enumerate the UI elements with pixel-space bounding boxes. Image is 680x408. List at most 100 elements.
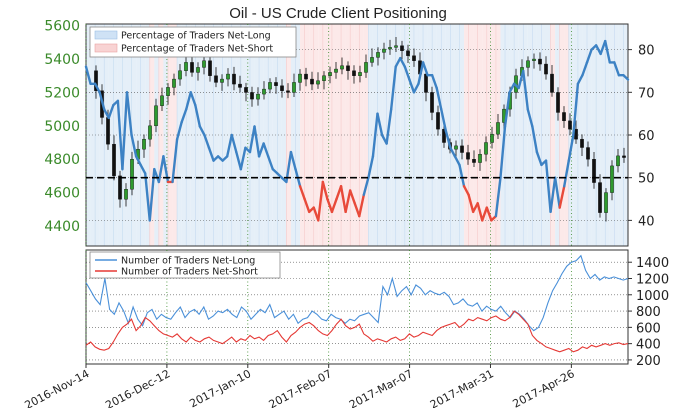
net-long-segment bbox=[440, 108, 448, 132]
net-long-segment bbox=[399, 56, 407, 68]
net-short-segment bbox=[321, 180, 329, 201]
net-long-bg bbox=[587, 24, 592, 246]
net-long-bg bbox=[568, 24, 574, 246]
net-short-bg bbox=[363, 24, 369, 246]
net-short-bg bbox=[482, 24, 487, 246]
price-candle bbox=[172, 78, 176, 88]
net-short-segment bbox=[303, 197, 311, 214]
price-candle bbox=[208, 60, 212, 76]
net-long-bg bbox=[231, 24, 237, 246]
net-long-segment bbox=[134, 155, 142, 167]
price-candle bbox=[532, 58, 536, 61]
net-long-segment bbox=[394, 56, 402, 68]
net-long-segment bbox=[522, 69, 529, 111]
price-candle bbox=[238, 83, 242, 88]
net-long-bg bbox=[577, 24, 583, 246]
net-long-bg bbox=[614, 24, 619, 246]
left-axis-tick: 4600 bbox=[44, 186, 80, 202]
net-long-bg bbox=[514, 24, 519, 246]
price-candle bbox=[142, 138, 146, 150]
net-long-segment bbox=[262, 142, 270, 158]
net-long-bg bbox=[126, 24, 132, 246]
net-long-segment bbox=[503, 91, 511, 128]
net-long-bg bbox=[145, 24, 150, 246]
net-long-bg bbox=[208, 24, 214, 246]
net-long-bg bbox=[418, 24, 424, 246]
net-long-segment bbox=[563, 159, 570, 188]
price-candle bbox=[322, 75, 326, 81]
price-candle bbox=[214, 75, 218, 83]
price-candle bbox=[604, 192, 608, 213]
net-long-segment bbox=[253, 125, 261, 158]
net-long-bg bbox=[609, 24, 615, 246]
net-long-bg bbox=[95, 24, 100, 246]
net-long-segment bbox=[93, 82, 101, 94]
net-long-segment bbox=[408, 78, 416, 94]
net-long-segment bbox=[121, 91, 129, 171]
price-candle bbox=[610, 165, 614, 193]
net-long-segment bbox=[257, 142, 265, 158]
net-long-bg bbox=[618, 24, 624, 246]
net-long-segment bbox=[458, 163, 466, 188]
net-short-bg bbox=[486, 24, 492, 246]
legend-label-net-long: Number of Traders Net-Long bbox=[121, 256, 255, 267]
net-long-segment bbox=[189, 91, 197, 107]
net-long-bg bbox=[523, 24, 528, 246]
net-long-segment bbox=[180, 108, 188, 124]
price-candle bbox=[226, 73, 230, 80]
price-candle bbox=[316, 80, 320, 85]
net-long-bg bbox=[541, 24, 547, 246]
net-long-segment bbox=[430, 74, 438, 90]
net-long-segment bbox=[435, 86, 443, 111]
net-short-segment bbox=[476, 202, 484, 222]
net-short-bg bbox=[331, 24, 337, 246]
net-long-segment bbox=[367, 155, 375, 179]
net-long-segment bbox=[412, 82, 420, 94]
left-axis-tick: 5000 bbox=[44, 119, 80, 135]
price-candle bbox=[106, 117, 110, 145]
net-short-segment bbox=[339, 185, 347, 214]
price-candle bbox=[550, 73, 554, 93]
net-long-segment bbox=[371, 112, 379, 158]
price-candle bbox=[442, 128, 446, 143]
net-short-bg bbox=[473, 24, 478, 246]
bottom-right-axis-tick: 1400 bbox=[636, 256, 669, 271]
net-short-bg bbox=[304, 24, 310, 246]
net-long-segment bbox=[389, 65, 397, 111]
net-long-segment bbox=[203, 133, 211, 150]
net-long-segment bbox=[289, 150, 297, 171]
net-long-bg bbox=[140, 24, 146, 246]
price-candle bbox=[466, 152, 470, 160]
net-long-segment bbox=[116, 99, 124, 171]
price-candle bbox=[382, 48, 386, 53]
price-candle bbox=[232, 73, 236, 85]
net-short-segment bbox=[467, 193, 475, 214]
left-axis-tick: 4800 bbox=[44, 152, 80, 168]
net-long-segment bbox=[549, 176, 557, 214]
legend-box bbox=[89, 251, 281, 279]
top-panel: 4400 4600 4800 5000 5200 5400 5600 40 50 60 70 80 Pe… bbox=[44, 19, 655, 247]
net-short-segment bbox=[558, 185, 566, 209]
net-long-bg bbox=[409, 24, 414, 246]
price-candle bbox=[94, 70, 98, 91]
price-candle bbox=[310, 78, 314, 85]
net-long-bg bbox=[163, 24, 168, 246]
x-axis-tick-label: 2017-Mar-31 bbox=[428, 367, 496, 408]
price-candle bbox=[436, 112, 440, 130]
price-candle bbox=[112, 143, 116, 177]
price-candle bbox=[352, 70, 356, 76]
x-axis-tick-label: 2017-Mar-07 bbox=[347, 367, 415, 408]
price-candle bbox=[196, 67, 200, 73]
net-long-segment bbox=[544, 159, 552, 214]
net-long-segment bbox=[157, 155, 165, 184]
net-long-bg bbox=[427, 24, 433, 246]
price-candle bbox=[250, 92, 254, 100]
net-long-bg bbox=[400, 24, 405, 246]
net-long-bg bbox=[436, 24, 442, 246]
net-long-segment bbox=[576, 74, 584, 85]
net-long-bg bbox=[136, 24, 141, 246]
net-long-segment bbox=[194, 103, 202, 128]
net-long-bg bbox=[623, 24, 628, 246]
